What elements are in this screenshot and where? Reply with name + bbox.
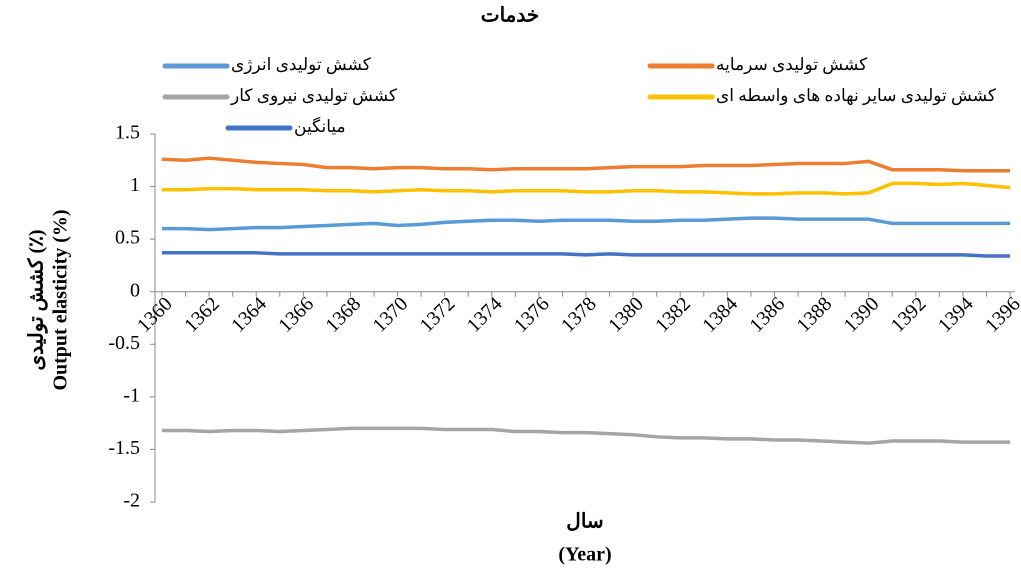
y-tick-label: -1.5 bbox=[108, 437, 140, 459]
y-axis-title: Output elasticity (%) bbox=[50, 209, 72, 390]
x-tick-label: 1368 bbox=[321, 293, 365, 337]
series-line bbox=[161, 156, 1010, 173]
series-line bbox=[162, 251, 1010, 258]
legend-label: کشش تولیدی سایر نهاده های واسطه ای bbox=[716, 86, 997, 106]
y-tick-label: -2 bbox=[123, 490, 140, 512]
y-tick-label: 0 bbox=[130, 279, 140, 301]
chart-title: خدمات bbox=[481, 5, 540, 27]
x-tick-label: 1364 bbox=[227, 293, 271, 337]
y-tick-label: -1 bbox=[123, 384, 140, 406]
series-line bbox=[162, 426, 1010, 445]
x-tick-label: 1378 bbox=[557, 293, 601, 337]
x-axis-title: سال bbox=[566, 511, 603, 533]
x-tick-label: 1394 bbox=[934, 293, 978, 337]
y-tick-label: 1 bbox=[130, 174, 140, 196]
x-tick-label: 1386 bbox=[745, 293, 789, 337]
series-line bbox=[162, 216, 1010, 232]
legend-label: کشش تولیدی سرمایه bbox=[716, 55, 868, 75]
legend-label: کشش تولیدی نیروی کار bbox=[230, 86, 398, 106]
legend-label: کشش تولیدی انرژی bbox=[231, 55, 372, 75]
series-line bbox=[162, 181, 1011, 196]
x-tick-label: 1362 bbox=[180, 293, 224, 337]
x-tick-label: 1382 bbox=[651, 293, 695, 337]
x-tick-label: 1372 bbox=[416, 293, 460, 337]
x-tick-label: 1392 bbox=[887, 293, 931, 337]
x-tick-label: 1390 bbox=[840, 293, 884, 337]
x-tick-label: 1374 bbox=[463, 293, 507, 337]
y-axis-title: کشش تولیدی (٪) bbox=[26, 229, 49, 370]
x-tick-label: 1376 bbox=[510, 293, 554, 337]
x-axis-title: (Year) bbox=[558, 544, 611, 566]
x-tick-label: 1384 bbox=[698, 293, 742, 337]
y-tick-label: 1.5 bbox=[115, 122, 140, 144]
x-tick-label: 1370 bbox=[368, 293, 412, 337]
x-tick-label: 1380 bbox=[604, 293, 648, 337]
y-tick-label: -0.5 bbox=[108, 332, 140, 354]
x-tick-label: 1366 bbox=[274, 293, 318, 337]
y-tick-label: 0.5 bbox=[115, 227, 140, 249]
x-tick-label: 1396 bbox=[981, 293, 1021, 337]
legend-label: میانگین bbox=[294, 116, 346, 137]
x-tick-label: 1388 bbox=[792, 293, 836, 337]
